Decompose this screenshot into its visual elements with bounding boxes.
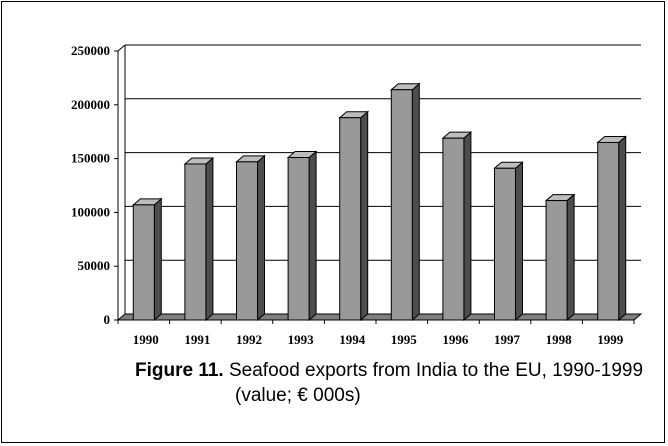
bars [131, 82, 628, 322]
bar-front [339, 117, 362, 321]
wall-top-edge [117, 44, 126, 52]
bar-front [390, 89, 413, 321]
bar-side [205, 156, 214, 322]
x-tick-labels: 1990 1991 1992 1993 1994 1995 1996 1997 1998 1999 [133, 332, 624, 347]
x-tick-label: 1995 [391, 332, 418, 347]
bar [183, 156, 215, 322]
bar-side [360, 110, 369, 322]
y-tick-label: 250000 [71, 43, 110, 58]
x-tick-label: 1992 [236, 332, 262, 347]
bar [389, 82, 421, 322]
bar-side [618, 135, 627, 322]
bar-front [287, 157, 310, 321]
x-tick-label: 1996 [442, 332, 469, 347]
caption-subtitle: (value; € 000s) [235, 385, 361, 406]
x-tick-label: 1990 [133, 332, 159, 347]
y-tick-label: 0 [104, 312, 111, 327]
bar-front [132, 204, 155, 321]
bar [131, 197, 163, 322]
y-tick-label: 150000 [71, 151, 110, 166]
bar [286, 150, 318, 322]
bar-side [257, 154, 265, 322]
y-tick-label: 200000 [71, 97, 110, 112]
bar [338, 110, 370, 322]
bar-side [515, 161, 523, 322]
bar-side [566, 193, 575, 322]
bar-side [463, 131, 472, 322]
y-tick-label: 100000 [71, 204, 110, 219]
bar-front [236, 161, 258, 321]
x-tick-label: 1993 [288, 332, 315, 347]
x-tick-label: 1999 [597, 332, 624, 347]
bar-side [411, 82, 420, 322]
bar-front [442, 137, 465, 321]
bar-side [308, 150, 317, 322]
y-tick-labels: 0 50000 100000 150000 200000 250000 [71, 43, 110, 327]
bar [544, 193, 576, 322]
bar-side [153, 197, 162, 322]
bar-front [184, 163, 207, 321]
bar [596, 135, 628, 322]
x-tick-label: 1997 [494, 332, 521, 347]
figure-caption: Figure 11. Seafood exports from India to… [135, 358, 665, 408]
bar-front [597, 141, 620, 321]
figure-label: Figure 11. [135, 360, 224, 381]
x-tick-label: 1998 [546, 332, 573, 347]
x-tick-label: 1994 [339, 332, 366, 347]
bar [493, 161, 524, 322]
caption-title: Seafood exports from India to the EU, 19… [228, 360, 644, 381]
y-tick-label: 50000 [78, 258, 111, 273]
bar [235, 154, 266, 322]
x-tick-label: 1991 [184, 332, 210, 347]
bar-front [494, 167, 516, 321]
bar-front [545, 200, 568, 321]
bar [441, 131, 473, 322]
